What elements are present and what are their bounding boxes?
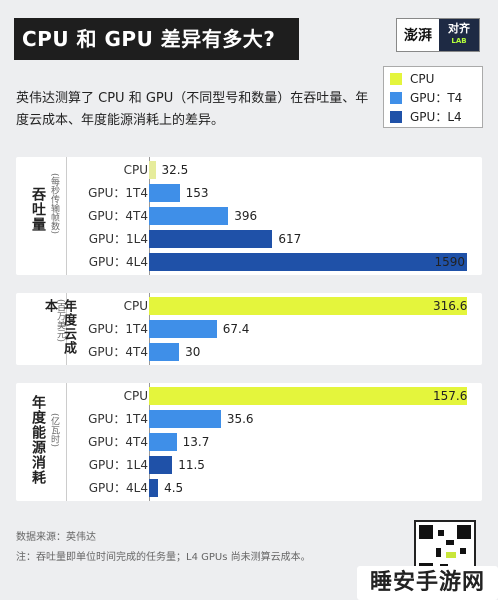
category-label: CPU — [123, 389, 148, 403]
legend-swatch-gpu-t4 — [390, 91, 402, 104]
category-label: GPU：1L4 — [88, 458, 148, 472]
publisher-logo: 澎湃 对齐 LAB — [396, 18, 480, 52]
data-label: 67.4 — [222, 322, 250, 336]
cloud-cost-title: 年度云成本 — [42, 299, 76, 355]
legend-swatch-cpu — [390, 72, 402, 85]
data-label: 157.6 — [433, 389, 468, 403]
category-label: GPU：4L4 — [88, 255, 148, 269]
bar — [149, 343, 180, 361]
category-label: GPU：1L4 — [88, 232, 148, 246]
bar — [149, 161, 156, 179]
watermark: 睡安手游网 — [357, 566, 498, 600]
legend-label-cpu: CPU — [410, 71, 435, 86]
cloud-cost-panel-label: 年度云成本 (百万美元) — [16, 293, 76, 365]
bar — [149, 410, 221, 428]
data-label: 35.6 — [226, 412, 254, 426]
data-label: 153 — [185, 186, 209, 200]
throughput-panel-label: 吞吐量 (每秒传输帧数) — [16, 157, 67, 275]
category-label: GPU：4T4 — [88, 209, 148, 223]
source-line: 数据来源：英伟达 — [16, 532, 96, 543]
category-label: GPU：4T4 — [88, 435, 148, 449]
bar-row: CPU 316.6 — [16, 295, 482, 317]
legend-swatch-gpu-l4 — [390, 110, 402, 123]
throughput-panel: 吞吐量 (每秒传输帧数) CPU 32.5 GPU：1T4 153 GPU：4T4 396… — [16, 157, 482, 275]
data-label: 13.7 — [182, 435, 210, 449]
bar — [149, 207, 229, 225]
legend: CPU GPU：T4 GPU：L4 — [383, 66, 483, 128]
category-label: GPU：1T4 — [88, 412, 148, 426]
category-label: CPU — [123, 299, 148, 313]
cloud-cost-panel: 年度云成本 (百万美元) CPU 316.6 GPU：1T4 67.4 GPU：4T4 3… — [16, 293, 482, 365]
bar-row: GPU：4T4 13.7 — [16, 431, 482, 453]
bar-row: GPU：1T4 153 — [16, 182, 482, 204]
bar-row: GPU：4T4 396 — [16, 205, 482, 227]
data-label: 316.6 — [433, 299, 468, 313]
energy-subtitle: (亿瓦时) — [49, 413, 59, 448]
data-label: 617 — [278, 232, 302, 246]
bar-row: GPU：4L4 4.5 — [16, 477, 482, 499]
bar — [149, 253, 467, 271]
logo-right-sub: LAB — [451, 37, 467, 45]
legend-item-gpu-t4: GPU：T4 — [390, 88, 476, 107]
logo-left-text: 澎湃 — [404, 28, 432, 44]
throughput-title: 吞吐量 — [30, 187, 46, 232]
bar-row: GPU：1T4 67.4 — [16, 318, 482, 340]
legend-label-gpu-l4: GPU：L4 — [410, 110, 462, 124]
category-label: GPU：4L4 — [88, 481, 148, 495]
category-label: GPU：4T4 — [88, 345, 148, 359]
data-label: 396 — [234, 209, 258, 223]
bar — [149, 184, 180, 202]
category-label: GPU：1T4 — [88, 322, 148, 336]
bar-row: GPU：4T4 30 — [16, 341, 482, 363]
source-note: 数据来源：英伟达 注：吞吐量即单位时间完成的任务量；L4 GPUs 尚未测算云成… — [16, 528, 416, 568]
bar — [149, 297, 467, 315]
bar — [149, 320, 217, 338]
energy-panel-label: 年度能源消耗 (亿瓦时) — [16, 383, 67, 501]
bar — [149, 433, 177, 451]
bar-row: CPU 32.5 — [16, 159, 482, 181]
data-label: 4.5 — [164, 481, 184, 495]
logo-right-block: 对齐 LAB — [439, 19, 479, 51]
bar — [149, 456, 173, 474]
category-label: GPU：1T4 — [88, 186, 148, 200]
bar-row: GPU：4L4 1590 — [16, 251, 482, 273]
data-label: 32.5 — [161, 163, 189, 177]
data-label: 1590 — [434, 255, 465, 269]
energy-panel: 年度能源消耗 (亿瓦时) CPU 157.6 GPU：1T4 35.6 GPU：4T4 1… — [16, 383, 482, 501]
legend-item-gpu-l4: GPU：L4 — [390, 107, 476, 126]
bar — [149, 387, 467, 405]
throughput-subtitle: (每秒传输帧数) — [49, 173, 59, 235]
bar-row: GPU：1T4 35.6 — [16, 408, 482, 430]
chart-description: 英伟达测算了 CPU 和 GPU（不同型号和数量）在吞吐量、年度云成本、年度能源… — [16, 91, 369, 128]
bar — [149, 479, 159, 497]
energy-title: 年度能源消耗 — [30, 395, 46, 485]
category-label: CPU — [123, 163, 148, 177]
data-label: 30 — [185, 345, 201, 359]
data-label: 11.5 — [178, 458, 205, 472]
bar-row: CPU 157.6 — [16, 385, 482, 407]
footnote-line: 注：吞吐量即单位时间完成的任务量；L4 GPUs 尚未测算云成本。 — [16, 552, 311, 563]
legend-item-cpu: CPU — [390, 69, 476, 88]
bar-row: GPU：1L4 617 — [16, 228, 482, 250]
logo-right-text: 对齐 — [448, 22, 470, 35]
bar — [149, 230, 273, 248]
chart-title: CPU 和 GPU 差异有多大? — [14, 18, 299, 60]
legend-label-gpu-t4: GPU：T4 — [410, 91, 463, 105]
cloud-cost-subtitle: (百万美元) — [55, 299, 65, 343]
bar-row: GPU：1L4 11.5 — [16, 454, 482, 476]
